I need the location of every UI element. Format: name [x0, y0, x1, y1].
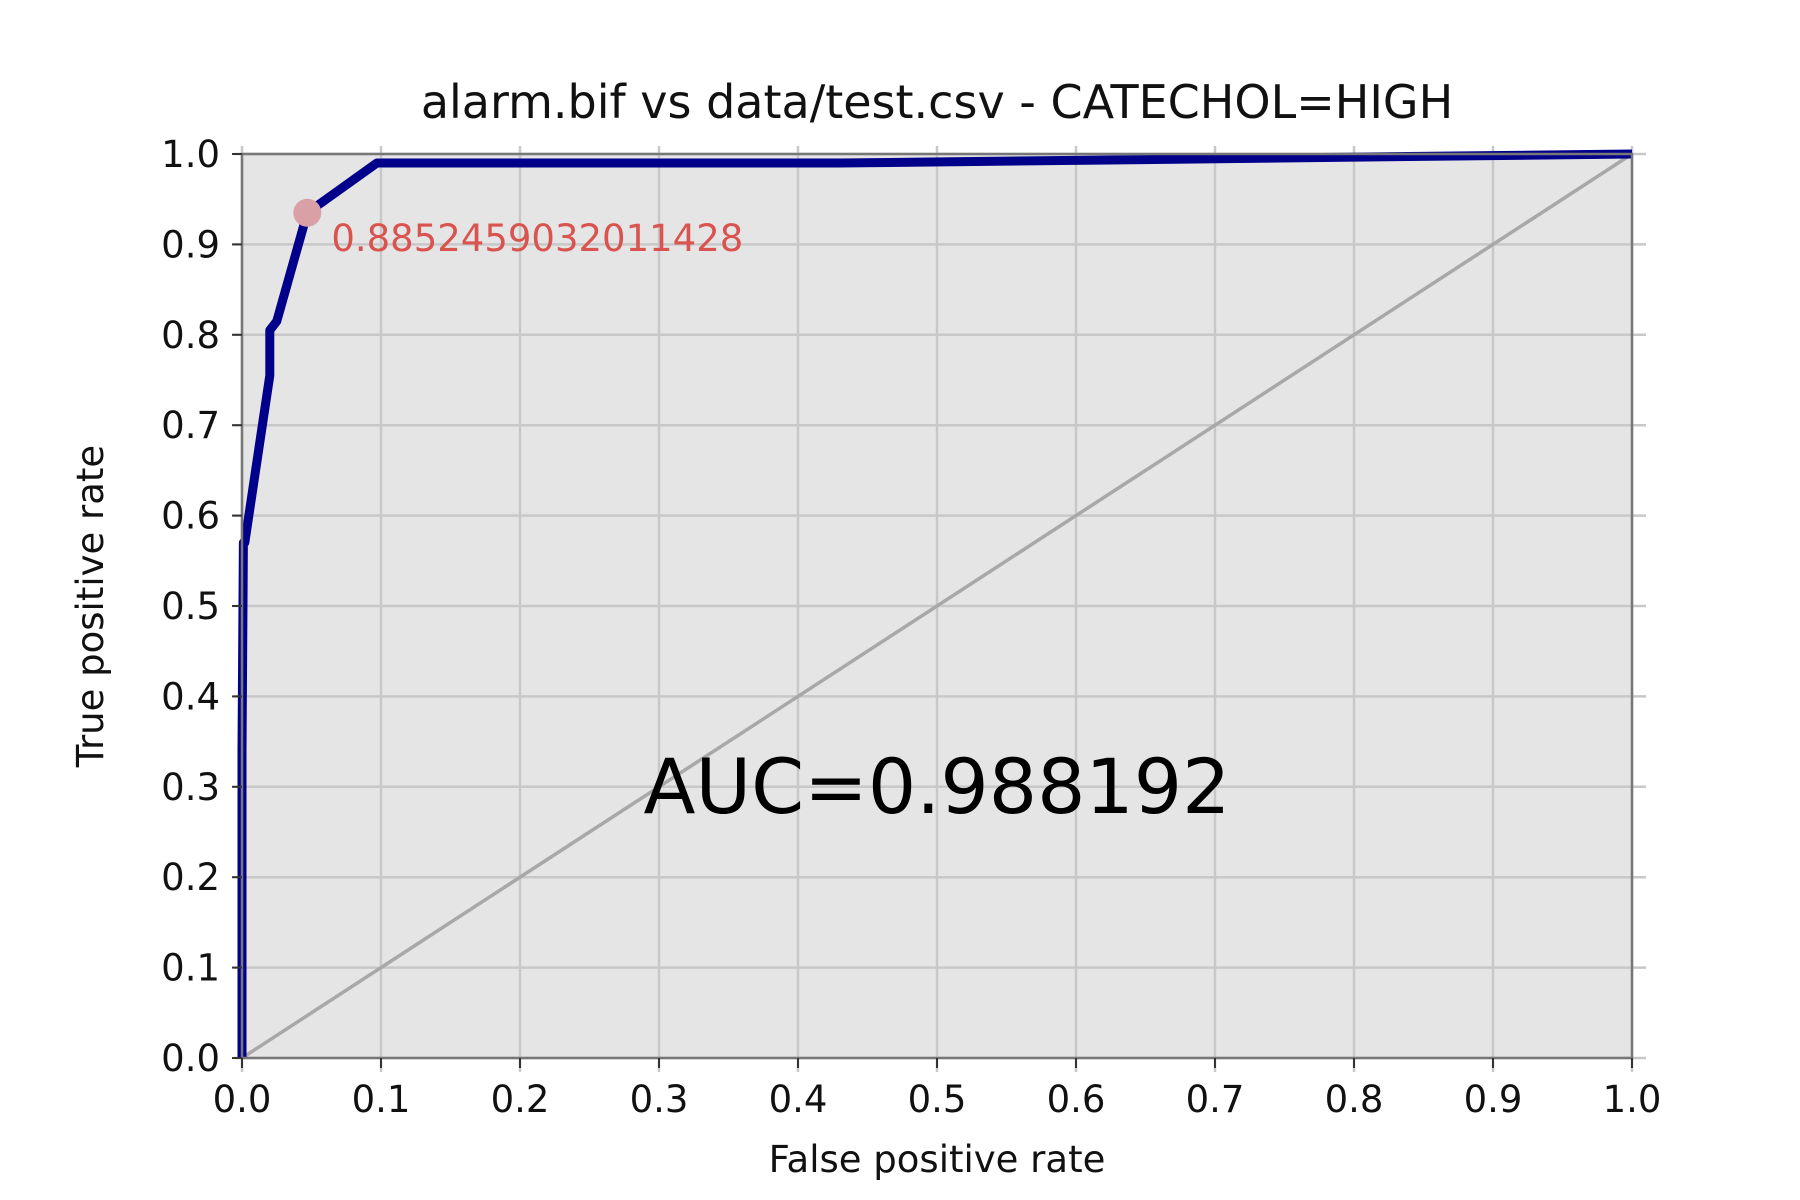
y-tick-label: 0.8 [161, 314, 220, 357]
x-tick-label: 0.7 [1186, 1078, 1245, 1121]
y-tick-label: 0.6 [161, 495, 220, 538]
x-axis-label: False positive rate [769, 1138, 1106, 1181]
x-tick-label: 0.4 [769, 1078, 828, 1121]
y-axis-label: True positive rate [69, 445, 112, 768]
auc-annotation: AUC=0.988192 [644, 742, 1231, 831]
x-tick-label: 0.8 [1325, 1078, 1384, 1121]
chance-diagonal-line [241, 152, 1633, 1060]
chart-title: alarm.bif vs data/test.csv - CATECHOL=HI… [421, 75, 1453, 129]
x-tick-label: 0.5 [908, 1078, 967, 1121]
y-tick-label: 0.4 [161, 675, 220, 718]
y-tick-label: 0.3 [161, 766, 220, 809]
x-tick-label: 0.2 [491, 1078, 550, 1121]
y-tick-label: 0.2 [161, 856, 220, 899]
y-tick-label: 0.5 [161, 585, 220, 628]
y-axis-ticks: 0.0 0.1 0.2 0.3 0.4 0.5 0.6 0.7 0.8 0.9 1.0 [161, 133, 242, 1080]
y-tick-label: 0.0 [161, 1037, 220, 1080]
x-tick-label: 0.6 [1047, 1078, 1106, 1121]
optimal-threshold-point [293, 198, 322, 227]
optimal-threshold-label: 0.8852459032011428 [331, 217, 743, 260]
x-tick-label: 0.0 [213, 1078, 272, 1121]
x-tick-label: 0.9 [1464, 1078, 1523, 1121]
x-tick-label: 0.3 [630, 1078, 689, 1121]
y-tick-label: 0.9 [161, 223, 220, 266]
x-tick-label: 0.1 [352, 1078, 411, 1121]
y-tick-label: 1.0 [161, 133, 220, 176]
y-tick-label: 0.7 [161, 404, 220, 447]
x-tick-label: 1.0 [1603, 1078, 1662, 1121]
x-axis-ticks: 0.0 0.1 0.2 0.3 0.4 0.5 0.6 0.7 0.8 0.9 1.0 [213, 1058, 1662, 1121]
y-tick-label: 0.1 [161, 947, 220, 990]
